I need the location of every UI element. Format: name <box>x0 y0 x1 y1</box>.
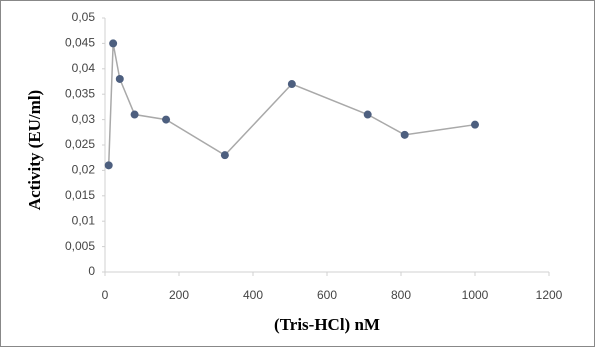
data-point <box>400 130 409 139</box>
data-point <box>220 151 229 160</box>
y-tick-label: 0,04 <box>72 61 96 75</box>
y-tick-label: 0,005 <box>65 239 95 253</box>
data-point <box>363 110 372 119</box>
data-point <box>287 80 296 89</box>
x-tick-label: 0 <box>102 288 109 302</box>
y-tick-label: 0,01 <box>72 213 96 227</box>
y-tick-label: 0,035 <box>65 86 95 100</box>
x-tick-label: 1000 <box>462 288 489 302</box>
data-point <box>130 110 139 119</box>
x-tick-label: 1200 <box>536 288 563 302</box>
x-axis-label: (Tris-HCl) nM <box>274 315 380 334</box>
y-tick-label: 0,045 <box>65 36 95 50</box>
y-tick-label: 0,03 <box>72 112 96 126</box>
data-line <box>107 43 476 166</box>
x-tick-label: 200 <box>169 288 189 302</box>
data-point <box>115 74 124 83</box>
x-tick-label: 400 <box>243 288 263 302</box>
y-tick-label: 0 <box>88 264 95 278</box>
y-axis-label: Activity (EU/ml) <box>25 90 44 210</box>
y-tick-label: 0,015 <box>65 188 95 202</box>
y-tick-label: 0,05 <box>72 10 96 24</box>
y-tick-label: 0,02 <box>72 163 96 177</box>
data-point <box>109 39 118 48</box>
data-point <box>162 115 171 124</box>
x-tick-label: 800 <box>391 288 411 302</box>
x-tick-label: 600 <box>317 288 337 302</box>
data-point <box>471 120 479 129</box>
y-tick-label: 0,025 <box>65 137 95 151</box>
data-point <box>104 161 113 170</box>
